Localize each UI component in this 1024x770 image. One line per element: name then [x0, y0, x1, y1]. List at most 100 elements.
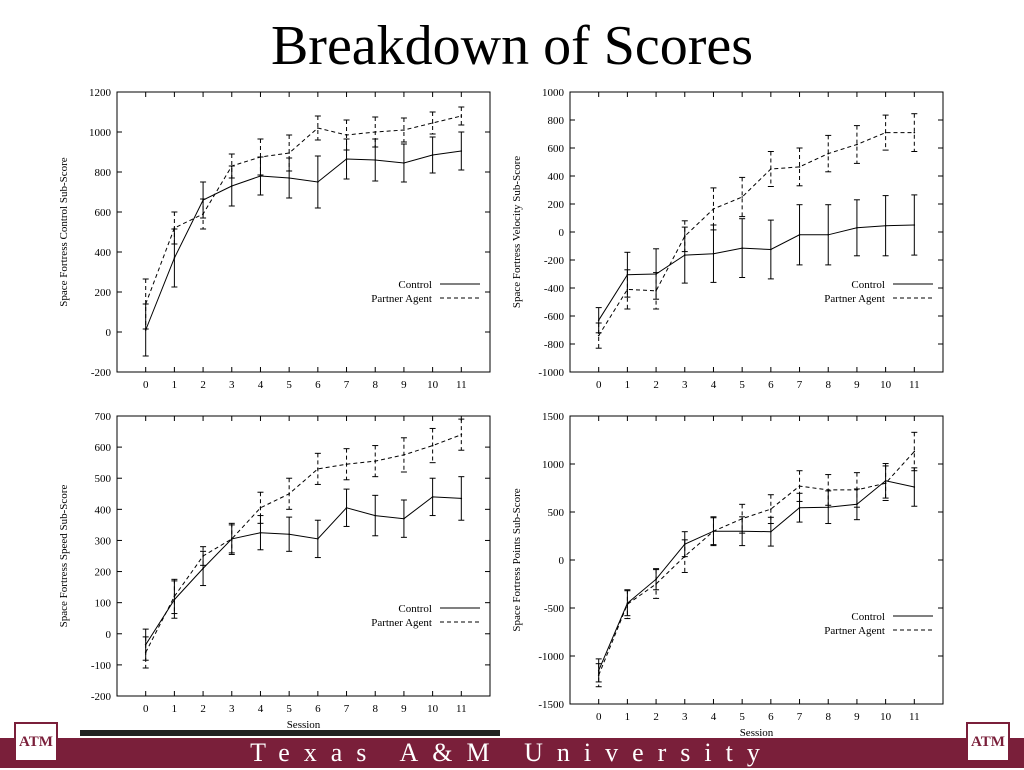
- legend-label: Control: [851, 611, 885, 623]
- data-point: [460, 150, 463, 152]
- data-point: [460, 497, 463, 500]
- data-point: [345, 134, 348, 136]
- logo-text-left: ATM: [19, 733, 53, 750]
- x-tick-label: 8: [372, 703, 378, 715]
- legend-label: Partner Agent: [371, 617, 432, 629]
- series-line-control: [598, 480, 915, 671]
- x-tick-label: 11: [456, 703, 467, 715]
- data-point: [288, 492, 290, 495]
- y-tick-label: 400: [548, 171, 565, 183]
- data-point: [884, 131, 887, 134]
- data-point: [317, 468, 319, 470]
- data-point: [798, 506, 801, 509]
- x-axis-label: Session: [287, 719, 321, 731]
- x-tick-label: 6: [768, 711, 774, 723]
- x-tick-label: 8: [825, 379, 831, 391]
- x-tick-label: 2: [200, 703, 206, 715]
- y-tick-label: -800: [544, 339, 565, 351]
- y-tick-label: 800: [95, 167, 112, 179]
- data-point: [770, 248, 772, 251]
- legend-label: Control: [398, 603, 432, 615]
- data-point: [374, 514, 377, 517]
- y-tick-label: 600: [95, 442, 112, 454]
- x-tick-label: 4: [258, 703, 264, 715]
- data-point: [798, 166, 801, 168]
- data-point: [913, 131, 916, 134]
- y-tick-label: 100: [95, 598, 112, 610]
- data-point: [712, 208, 715, 210]
- y-tick-label: 200: [95, 287, 112, 299]
- y-tick-label: -200: [91, 367, 112, 379]
- data-point: [626, 603, 629, 605]
- y-tick-label: 400: [95, 504, 112, 516]
- data-point: [345, 158, 348, 160]
- x-tick-label: 6: [768, 379, 774, 391]
- data-point: [827, 152, 830, 155]
- y-tick-label: 0: [106, 327, 112, 339]
- data-point: [144, 303, 147, 305]
- y-tick-label: -600: [544, 311, 565, 323]
- data-point: [431, 122, 434, 124]
- data-point: [403, 454, 405, 456]
- x-tick-label: 4: [711, 711, 717, 723]
- data-point: [597, 334, 600, 337]
- series-line-partner-agent: [145, 434, 462, 653]
- x-tick-label: 11: [909, 379, 920, 391]
- data-point: [202, 567, 204, 570]
- data-point: [884, 482, 887, 484]
- data-point: [144, 651, 147, 654]
- y-tick-label: 500: [548, 507, 565, 519]
- y-tick-label: 200: [95, 567, 112, 579]
- slide-title: Breakdown of Scores: [270, 15, 754, 77]
- y-tick-label: 1000: [542, 87, 565, 99]
- data-point: [173, 227, 176, 229]
- y-tick-label: -100: [91, 660, 112, 672]
- data-point: [230, 185, 233, 187]
- y-tick-label: 0: [559, 555, 565, 567]
- data-point: [317, 538, 319, 540]
- data-point: [460, 115, 463, 117]
- data-point: [741, 247, 743, 249]
- footer-bar: Texas A&M University ATM ATM: [0, 716, 1024, 768]
- y-tick-label: 500: [95, 473, 112, 485]
- data-point: [913, 450, 916, 453]
- data-point: [202, 555, 204, 557]
- points-subscore-chart: -1500 -1000 -500 0 500 1000 1500 0 1 2 3 4 5 6 7 8 9 10 11…: [508, 410, 958, 740]
- data-point: [317, 181, 319, 183]
- x-tick-label: 10: [880, 711, 892, 723]
- x-tick-label: 5: [286, 703, 292, 715]
- data-point: [798, 234, 801, 236]
- data-point: [403, 129, 405, 131]
- data-point: [597, 674, 600, 676]
- y-tick-label: 0: [559, 227, 565, 239]
- velocity-subscore-svg: -1000 -800 -600 -400 -200 0 200 400 600 800 1000 0 1…: [511, 87, 944, 391]
- data-point: [431, 496, 434, 498]
- data-point: [913, 224, 916, 226]
- x-tick-label: 2: [653, 711, 659, 723]
- y-axis-label: Space Fortress Points Sub-Score: [511, 488, 523, 631]
- y-tick-label: 200: [548, 199, 565, 211]
- x-tick-label: 6: [315, 379, 321, 391]
- y-tick-label: -500: [544, 603, 565, 615]
- data-point: [913, 486, 916, 488]
- data-point: [856, 489, 858, 491]
- footer-band: [0, 738, 1024, 768]
- x-tick-label: 0: [596, 379, 602, 391]
- data-point: [626, 288, 629, 291]
- data-point: [827, 234, 830, 236]
- x-tick-label: 0: [143, 379, 149, 391]
- y-tick-label: -200: [91, 691, 112, 703]
- series-line-control: [145, 150, 462, 331]
- data-point: [741, 517, 743, 520]
- x-tick-label: 5: [739, 711, 745, 723]
- y-tick-label: 600: [95, 207, 112, 219]
- x-tick-label: 8: [372, 379, 378, 391]
- data-point: [259, 506, 262, 509]
- y-tick-label: 700: [95, 411, 112, 423]
- y-tick-label: 1000: [542, 459, 565, 471]
- y-tick-label: 1200: [89, 87, 112, 99]
- x-tick-label: 7: [344, 703, 350, 715]
- legend-label: Control: [398, 279, 432, 291]
- data-point: [655, 583, 657, 585]
- x-tick-label: 6: [315, 703, 321, 715]
